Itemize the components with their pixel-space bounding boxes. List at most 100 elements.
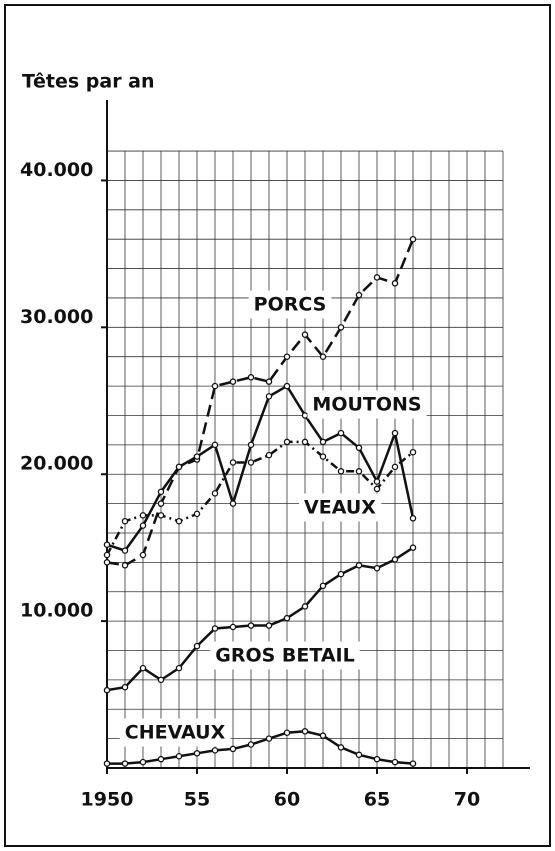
point [283, 729, 291, 736]
series-label: MOUTONS [312, 394, 421, 416]
label-bg [248, 290, 332, 319]
point [301, 603, 309, 610]
point [319, 582, 327, 590]
y-tick-label: 40.000 [20, 159, 93, 181]
point [193, 750, 201, 757]
point [355, 468, 363, 475]
point [193, 642, 201, 650]
point [121, 547, 129, 554]
point [391, 463, 399, 471]
point [373, 478, 381, 485]
point [247, 374, 255, 381]
point [265, 735, 273, 742]
point [175, 517, 183, 525]
point [247, 741, 255, 748]
point [265, 378, 273, 385]
point [211, 490, 219, 497]
point [319, 453, 327, 460]
point [247, 441, 255, 449]
point [139, 758, 147, 766]
point [175, 664, 183, 672]
point [229, 500, 237, 507]
point [391, 429, 399, 437]
point [409, 544, 417, 551]
point [103, 760, 111, 767]
point [103, 541, 111, 548]
point [139, 551, 147, 559]
point [337, 468, 345, 475]
series-label: CHEVAUX [125, 722, 226, 744]
point [283, 614, 291, 622]
point [283, 438, 291, 446]
series-line [106, 238, 415, 567]
y-tick-label: 30.000 [20, 306, 93, 328]
point [139, 522, 147, 529]
point [265, 451, 273, 459]
series-label: VEAUX [304, 497, 376, 519]
point [301, 438, 309, 446]
frame [4, 4, 551, 847]
point [319, 732, 327, 739]
point [409, 448, 417, 456]
point [193, 453, 201, 460]
point [211, 382, 219, 390]
point [355, 291, 363, 299]
point [139, 664, 147, 672]
x-tick-label: 70 [454, 789, 480, 811]
point [103, 551, 111, 559]
x-tick-label: 65 [364, 789, 390, 811]
point [301, 412, 309, 419]
point [121, 562, 129, 569]
point [247, 459, 255, 466]
point [355, 562, 363, 569]
point [229, 459, 237, 466]
point [157, 512, 165, 519]
point [175, 463, 183, 471]
point [193, 510, 201, 518]
point [121, 517, 129, 525]
point [157, 488, 165, 496]
point [157, 500, 165, 507]
y-tick-label: 10.000 [20, 600, 93, 622]
point [373, 274, 381, 281]
point [373, 564, 381, 572]
point [211, 441, 219, 449]
point [409, 760, 417, 767]
point [355, 751, 363, 759]
point [139, 512, 147, 519]
y-axis-label: Têtes par an [22, 71, 155, 93]
series-label: PORCS [254, 294, 327, 316]
point [391, 556, 399, 563]
point [319, 438, 327, 446]
point [337, 744, 345, 751]
point [337, 429, 345, 437]
point [211, 625, 219, 632]
label-bg [210, 641, 360, 670]
point [265, 622, 273, 629]
point [283, 353, 291, 360]
point [301, 331, 309, 338]
x-tick-label: 55 [184, 789, 210, 811]
point [175, 752, 183, 760]
x-tick-label: 60 [274, 789, 300, 811]
point [409, 235, 417, 243]
point [265, 393, 273, 400]
label-bg [307, 390, 427, 419]
point [337, 570, 345, 578]
point [391, 758, 399, 766]
point [373, 755, 381, 763]
point [247, 622, 255, 629]
point [409, 515, 417, 522]
point [211, 747, 219, 754]
point [103, 686, 111, 694]
point [355, 444, 363, 452]
point [301, 728, 309, 735]
point [337, 324, 345, 331]
point [121, 683, 129, 691]
label-bg [299, 493, 382, 522]
point [121, 760, 129, 767]
point [157, 676, 165, 684]
point [391, 280, 399, 287]
series-label: GROS BETAIL [215, 645, 355, 667]
